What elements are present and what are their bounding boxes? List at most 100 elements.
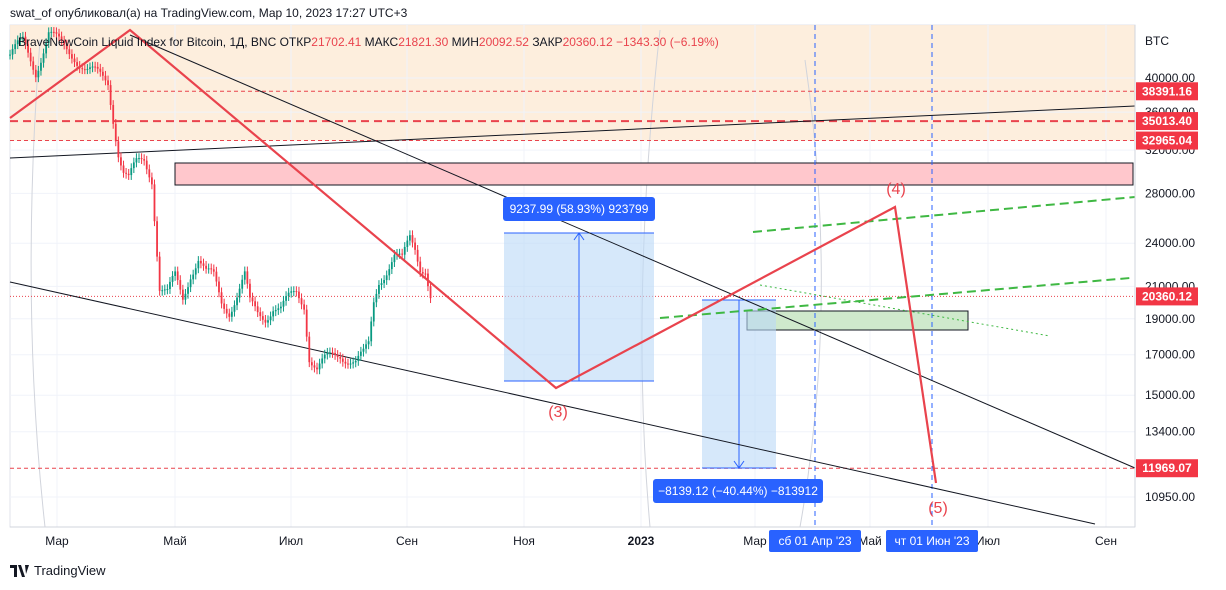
candle-body xyxy=(192,274,195,280)
y-tick-label: 10950.00 xyxy=(1145,490,1195,504)
candle-body xyxy=(272,311,275,317)
candle-body xyxy=(122,165,125,173)
green-dotted-line xyxy=(759,284,1051,337)
candle-body xyxy=(71,54,73,59)
candle-body xyxy=(210,268,213,270)
candle-body xyxy=(94,66,97,68)
candle-body xyxy=(96,66,99,69)
support-box xyxy=(746,310,969,331)
candle-body xyxy=(246,271,249,284)
candle-body xyxy=(419,261,422,273)
candle-body xyxy=(318,363,321,370)
candle-body xyxy=(83,69,86,71)
candle-body xyxy=(230,311,233,317)
x-tick-label: 2023 xyxy=(628,534,655,548)
candle-body xyxy=(347,363,349,365)
candle-body xyxy=(218,281,220,293)
candle-body xyxy=(174,271,177,276)
candle-body xyxy=(16,40,19,45)
open-value: 21702.41 xyxy=(311,35,362,49)
candles xyxy=(9,27,432,375)
symbol-info: BraveNewCoin Liquid Index for Bitcoin, 1… xyxy=(18,35,719,49)
tradingview-footer[interactable]: TradingView xyxy=(10,563,106,578)
date-highlight-label: чт 01 Июн '23 xyxy=(895,534,970,548)
candle-body xyxy=(45,43,48,54)
candle-body xyxy=(181,289,184,300)
candle-body xyxy=(326,352,329,355)
candle-body xyxy=(249,283,251,298)
candle-body xyxy=(401,253,404,255)
low-value: 20092.52 xyxy=(478,35,529,49)
candle-body xyxy=(236,297,238,306)
candle-body xyxy=(277,308,280,311)
candle-body xyxy=(331,352,334,354)
candle-body xyxy=(143,159,146,161)
x-tick-label: Сен xyxy=(396,534,418,548)
candle-body xyxy=(27,44,29,53)
close-label: ЗАКР xyxy=(532,35,563,49)
y-tick-label: 17000.00 xyxy=(1145,348,1195,362)
candle-body xyxy=(73,58,76,63)
candle-body xyxy=(187,287,189,294)
candle-body xyxy=(68,49,71,55)
candle-body xyxy=(280,306,282,309)
candle-body xyxy=(81,68,84,70)
candle-body xyxy=(60,36,63,41)
candle-body xyxy=(29,52,32,62)
open-label: ОТКР xyxy=(279,35,312,49)
price-tag-bg xyxy=(1136,287,1198,306)
candle-body xyxy=(169,281,171,290)
candle-body xyxy=(40,62,42,71)
measure-up-arrowhead xyxy=(573,232,585,241)
trendline-bottom xyxy=(9,281,1096,525)
x-tick-label: Мар xyxy=(743,534,767,548)
candle-body xyxy=(228,313,231,317)
date-highlight-bg xyxy=(769,530,861,552)
candle-body xyxy=(50,31,53,33)
candle-body xyxy=(153,184,156,222)
candle-body xyxy=(112,104,115,124)
candle-body xyxy=(223,303,226,309)
candle-body xyxy=(336,354,339,358)
candle-body xyxy=(32,61,35,70)
candle-body xyxy=(63,40,66,45)
price-tag-bg xyxy=(1136,112,1198,131)
candle-body xyxy=(163,289,166,291)
candle-body xyxy=(58,33,60,37)
wave-label-5: (5) xyxy=(928,500,948,517)
candle-body xyxy=(212,269,215,272)
candle-body xyxy=(310,362,313,366)
candle-body xyxy=(179,280,182,290)
candle-body xyxy=(14,44,17,50)
high-value: 21821.30 xyxy=(398,35,449,49)
price-tag-label: 35013.40 xyxy=(1142,114,1192,128)
candle-body xyxy=(202,263,205,266)
candle-body xyxy=(161,290,164,292)
candle-body xyxy=(349,363,352,365)
candle-body xyxy=(207,268,210,270)
decor-arc xyxy=(799,59,822,528)
candle-body xyxy=(352,362,355,364)
candle-body xyxy=(385,275,388,280)
candle-body xyxy=(189,279,192,288)
candle-body xyxy=(176,271,179,281)
currency-label: BTC xyxy=(1145,34,1169,48)
candle-body xyxy=(156,221,158,257)
measure-down-label-bg xyxy=(653,479,823,503)
candle-body xyxy=(166,289,169,291)
candle-body xyxy=(22,36,24,38)
green-channel-top xyxy=(752,196,1136,233)
candle-body xyxy=(145,160,148,170)
candle-body xyxy=(138,158,140,160)
candle-body xyxy=(269,316,272,321)
candle-body xyxy=(264,319,267,323)
tradingview-brand: TradingView xyxy=(34,563,106,578)
low-label: МИН xyxy=(451,35,479,49)
x-tick-label: Июл xyxy=(976,534,1000,548)
change-value: −1343.30 (−6.19%) xyxy=(615,35,719,49)
candle-body xyxy=(375,293,378,303)
candle-body xyxy=(104,75,107,81)
candle-body xyxy=(19,37,22,41)
candle-body xyxy=(11,49,14,55)
